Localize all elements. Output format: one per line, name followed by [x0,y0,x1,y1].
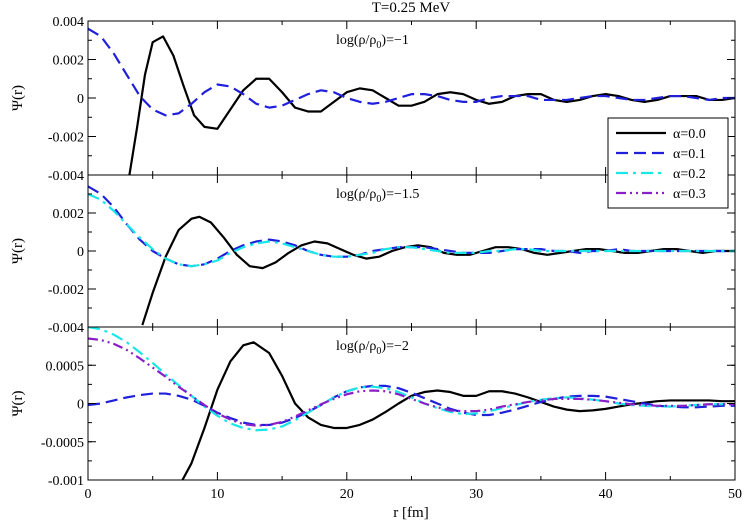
series-line-alpha-0.3 [88,337,735,427]
legend-label: α=0.2 [673,167,706,182]
y-tick-label: 0 [77,245,84,260]
panels: -0.004-0.00200.0020.004Ψ(r)log(ρ/ρ0)=−1-… [10,15,742,502]
series-line-alpha-0.0 [141,215,735,326]
y-tick-label: -0.001 [48,474,84,489]
x-tick-label: 20 [340,487,354,502]
x-tick-label: 10 [210,487,224,502]
series-line-alpha-0.1 [88,27,735,117]
x-tick-label: 40 [599,487,613,502]
x-tick-label: 30 [469,487,483,502]
series-line-alpha-0.1 [88,384,735,427]
y-tick-label: -0.002 [48,131,84,146]
x-axis-label: r [fm] [393,505,428,521]
legend-box [607,117,729,209]
series-line-alpha-0.0 [128,35,735,175]
x-tick-labels: 0 10 20 30 40 50 [85,487,743,502]
y-axis-label: Ψ(r) [10,390,26,416]
y-axis-label: Ψ(r) [10,238,26,264]
y-tick-label: -0.004 [48,169,84,184]
annotation-tail: )=−1.5 [381,187,419,202]
y-tick-label: 0.004 [53,15,85,30]
y-tick-label: 0 [77,92,84,107]
y-tick-label: -0.004 [48,321,84,336]
x-tick-label: 0 [85,487,92,502]
legend-label: α=0.3 [673,187,706,202]
series-group [88,327,735,480]
annotation-subscript: 0 [376,346,381,357]
annotation-main: log(ρ/ρ [336,33,376,48]
y-tick-label: -0.0005 [41,436,84,451]
panel-annotation: log(ρ/ρ0)=−2 [336,339,409,357]
y-tick-label: 0.002 [53,54,85,69]
annotation-subscript: 0 [376,40,381,51]
y-tick-label: 0.0005 [46,359,85,374]
panel-annotation: log(ρ/ρ0)=−1.5 [336,187,419,205]
series-group [88,185,735,326]
annotation-subscript: 0 [376,194,381,205]
x-tick-label: 50 [728,487,742,502]
legend-label: α=0.0 [673,127,706,142]
y-axis-label: Ψ(r) [10,85,26,111]
y-tick-label: -0.002 [48,283,84,298]
y-tick-label: 0.002 [53,207,85,222]
chart-title: T=0.25 MeV [372,0,451,16]
series-line-alpha-0.2 [88,192,735,268]
annotation-main: log(ρ/ρ [336,187,376,202]
legend: α=0.0 α=0.1 α=0.2 α=0.3 [607,117,729,209]
annotation-main: log(ρ/ρ [336,339,376,354]
annotation-tail: )=−2 [381,339,408,354]
annotation-tail: )=−1 [381,33,408,48]
series-group [88,27,735,175]
y-tick-label: 0 [77,398,84,413]
series-line-alpha-0.2 [88,327,735,432]
panel-annotation: log(ρ/ρ0)=−1 [336,33,409,51]
legend-label: α=0.1 [673,147,706,162]
